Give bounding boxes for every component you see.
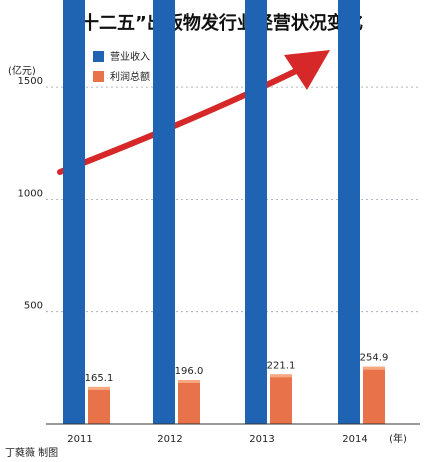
profit-bar-2011: [88, 386, 110, 424]
y-axis-ticks: 50010001500200025003000: [18, 76, 43, 312]
profit-bar-2012: [178, 379, 200, 424]
profit-bar-top-2012: [178, 379, 200, 383]
y-axis-label: (亿元): [8, 64, 36, 77]
revenue-bar-2014: [338, 0, 360, 425]
legend-swatch-revenue: [93, 51, 104, 62]
profit-bar-2013: [270, 374, 292, 424]
data-labels: 2162.9165.12418.7196.02710.7221.13023.62…: [85, 353, 389, 384]
x-tick-label-2011: 2011: [67, 434, 92, 445]
profit-bar-top-2011: [88, 386, 110, 390]
y-tick-label: 500: [24, 301, 43, 312]
legend-label-revenue: 营业收入: [110, 50, 150, 63]
chart-title: “十二五”出版物发行业经营状况变化: [69, 12, 363, 34]
revenue-bar-2012: [153, 0, 175, 424]
y-tick-label: 1500: [18, 76, 43, 87]
profit-bar-top-2013: [270, 374, 292, 378]
profit-label-2014: 254.9: [360, 353, 389, 364]
credit: 丁蕤薇 制图: [5, 446, 58, 459]
profit-label-2013: 221.1: [267, 360, 296, 371]
x-tick-label-2014: 2014: [342, 434, 367, 445]
x-tick-label-2012: 2012: [157, 434, 182, 445]
profit-bar-2014: [363, 366, 385, 424]
profit-bar-top-2014: [363, 366, 385, 370]
x-axis-label: (年): [389, 432, 407, 445]
revenue-bar-2011: [63, 0, 85, 425]
trend-arrow-head: [284, 50, 330, 90]
legend-swatch-profit: [93, 71, 104, 82]
revenue-bar-2013: [245, 0, 267, 425]
trend-arrow-shaft: [57, 66, 303, 175]
x-axis-ticks: 2011 2012 2013 2014 (年): [67, 432, 407, 445]
legend-label-profit: 利润总额: [110, 70, 150, 83]
profit-label-2012: 196.0: [175, 366, 204, 377]
y-tick-label: 1000: [18, 188, 43, 199]
profit-label-2011: 165.1: [85, 373, 114, 384]
trend-arrow: [57, 50, 330, 175]
bars: [63, 0, 385, 425]
x-tick-label-2013: 2013: [249, 434, 274, 445]
